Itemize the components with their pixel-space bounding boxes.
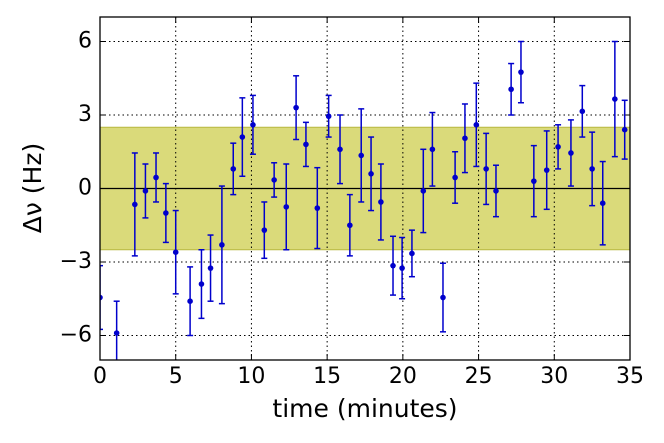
x-tick-label: 10 <box>237 364 265 389</box>
point <box>508 86 514 93</box>
point <box>555 144 561 150</box>
point <box>452 174 458 181</box>
point <box>230 166 237 172</box>
point <box>579 108 586 115</box>
point <box>100 294 103 301</box>
point <box>207 265 214 271</box>
point <box>303 141 309 148</box>
x-axis-label: time (minutes) <box>272 394 457 423</box>
point <box>599 200 606 206</box>
point <box>153 174 159 181</box>
point <box>219 242 225 248</box>
plot-frame <box>99 16 631 361</box>
x-tick-label: 35 <box>616 364 644 389</box>
point <box>462 135 468 142</box>
point <box>429 146 436 153</box>
point <box>172 249 179 255</box>
y-tick-label: −3 <box>60 249 92 274</box>
point <box>250 122 256 128</box>
point <box>399 265 405 271</box>
point <box>358 152 365 159</box>
point <box>493 188 499 194</box>
point <box>420 188 427 194</box>
point <box>132 201 138 208</box>
point <box>271 177 277 183</box>
point <box>293 104 299 111</box>
x-tick-label: 30 <box>540 364 568 389</box>
x-tick-label: 5 <box>169 364 183 389</box>
point <box>163 210 169 216</box>
x-tick-label: 15 <box>313 364 341 389</box>
point <box>113 330 120 336</box>
point <box>198 281 205 287</box>
point <box>261 227 268 233</box>
point <box>314 205 321 211</box>
point <box>142 188 149 194</box>
point <box>239 134 246 140</box>
point <box>283 204 290 210</box>
x-tick-label: 25 <box>465 364 493 389</box>
point <box>483 166 489 172</box>
y-tick-label: 0 <box>78 176 92 201</box>
point <box>440 294 446 301</box>
x-tick-label: 0 <box>93 364 107 389</box>
plot-area <box>100 40 628 360</box>
point <box>518 69 524 75</box>
point <box>347 222 353 229</box>
y-tick-label: 3 <box>78 102 92 127</box>
point <box>368 171 374 177</box>
y-tick-label: 6 <box>78 29 92 54</box>
point <box>325 113 332 120</box>
y-axis-label: Δν (Hz) <box>18 143 47 233</box>
y-tick-label: −6 <box>60 323 92 348</box>
x-tick-label: 20 <box>389 364 417 389</box>
point <box>473 122 480 128</box>
point <box>568 150 574 156</box>
point <box>531 178 537 184</box>
point <box>378 199 384 205</box>
point <box>409 250 415 257</box>
point <box>589 166 595 172</box>
point <box>612 96 618 102</box>
point <box>543 167 550 173</box>
point <box>187 298 193 305</box>
point <box>621 126 628 133</box>
point <box>390 262 396 269</box>
point <box>337 146 343 153</box>
